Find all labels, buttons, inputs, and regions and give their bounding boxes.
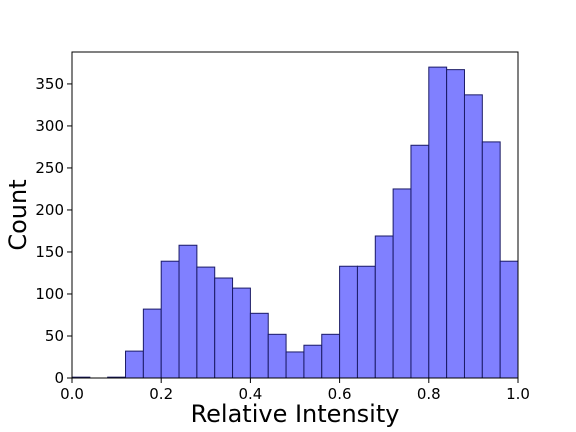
y-tick-label: 100 <box>35 285 64 303</box>
histogram-bar <box>249 312 269 379</box>
y-axis-ticks: 0 50 100 150 200 250 300 350 <box>35 75 72 387</box>
histogram-bar <box>267 333 287 379</box>
histogram-bar <box>446 69 465 379</box>
histogram-bar <box>285 351 305 379</box>
x-tick-label: 0.2 <box>149 385 173 403</box>
bars-group <box>71 66 519 379</box>
histogram-bar <box>321 333 341 379</box>
histogram-bar <box>356 265 376 379</box>
histogram-bar <box>303 344 323 379</box>
x-axis-ticks: 0.0 0.2 0.4 0.6 0.8 1.0 <box>60 378 530 403</box>
plot-frame <box>71 51 519 379</box>
histogram-bar <box>142 308 162 379</box>
histogram-bar <box>499 260 519 379</box>
y-tick-label: 300 <box>35 117 64 135</box>
x-tick-label: 0.0 <box>60 385 84 403</box>
x-tick-label: 1.0 <box>506 385 530 403</box>
x-tick-label: 0.8 <box>417 385 441 403</box>
histogram-bar <box>481 141 501 379</box>
y-tick-label: 350 <box>35 75 64 93</box>
y-tick-label: 0 <box>54 369 64 387</box>
histogram-bar <box>160 260 180 379</box>
x-axis-label: Relative Intensity <box>191 400 400 428</box>
histogram-bar <box>374 235 394 379</box>
y-tick-label: 150 <box>35 243 64 261</box>
y-tick-label: 50 <box>45 327 64 345</box>
histogram-bar <box>339 265 358 379</box>
histogram-bar <box>428 66 448 379</box>
histogram-bar <box>125 350 144 379</box>
y-tick-label: 250 <box>35 159 64 177</box>
y-axis-label: Count <box>4 179 32 250</box>
histogram-bar <box>232 287 251 379</box>
histogram-bar <box>463 94 483 379</box>
histogram-bar <box>196 266 216 379</box>
histogram-bar <box>214 277 234 379</box>
x-tick-label: 0.6 <box>328 385 352 403</box>
x-tick-label: 0.4 <box>238 385 262 403</box>
histogram-bar <box>410 144 430 379</box>
histogram-bar <box>178 244 198 379</box>
histogram-bar <box>392 188 412 379</box>
y-tick-label: 200 <box>35 201 64 219</box>
